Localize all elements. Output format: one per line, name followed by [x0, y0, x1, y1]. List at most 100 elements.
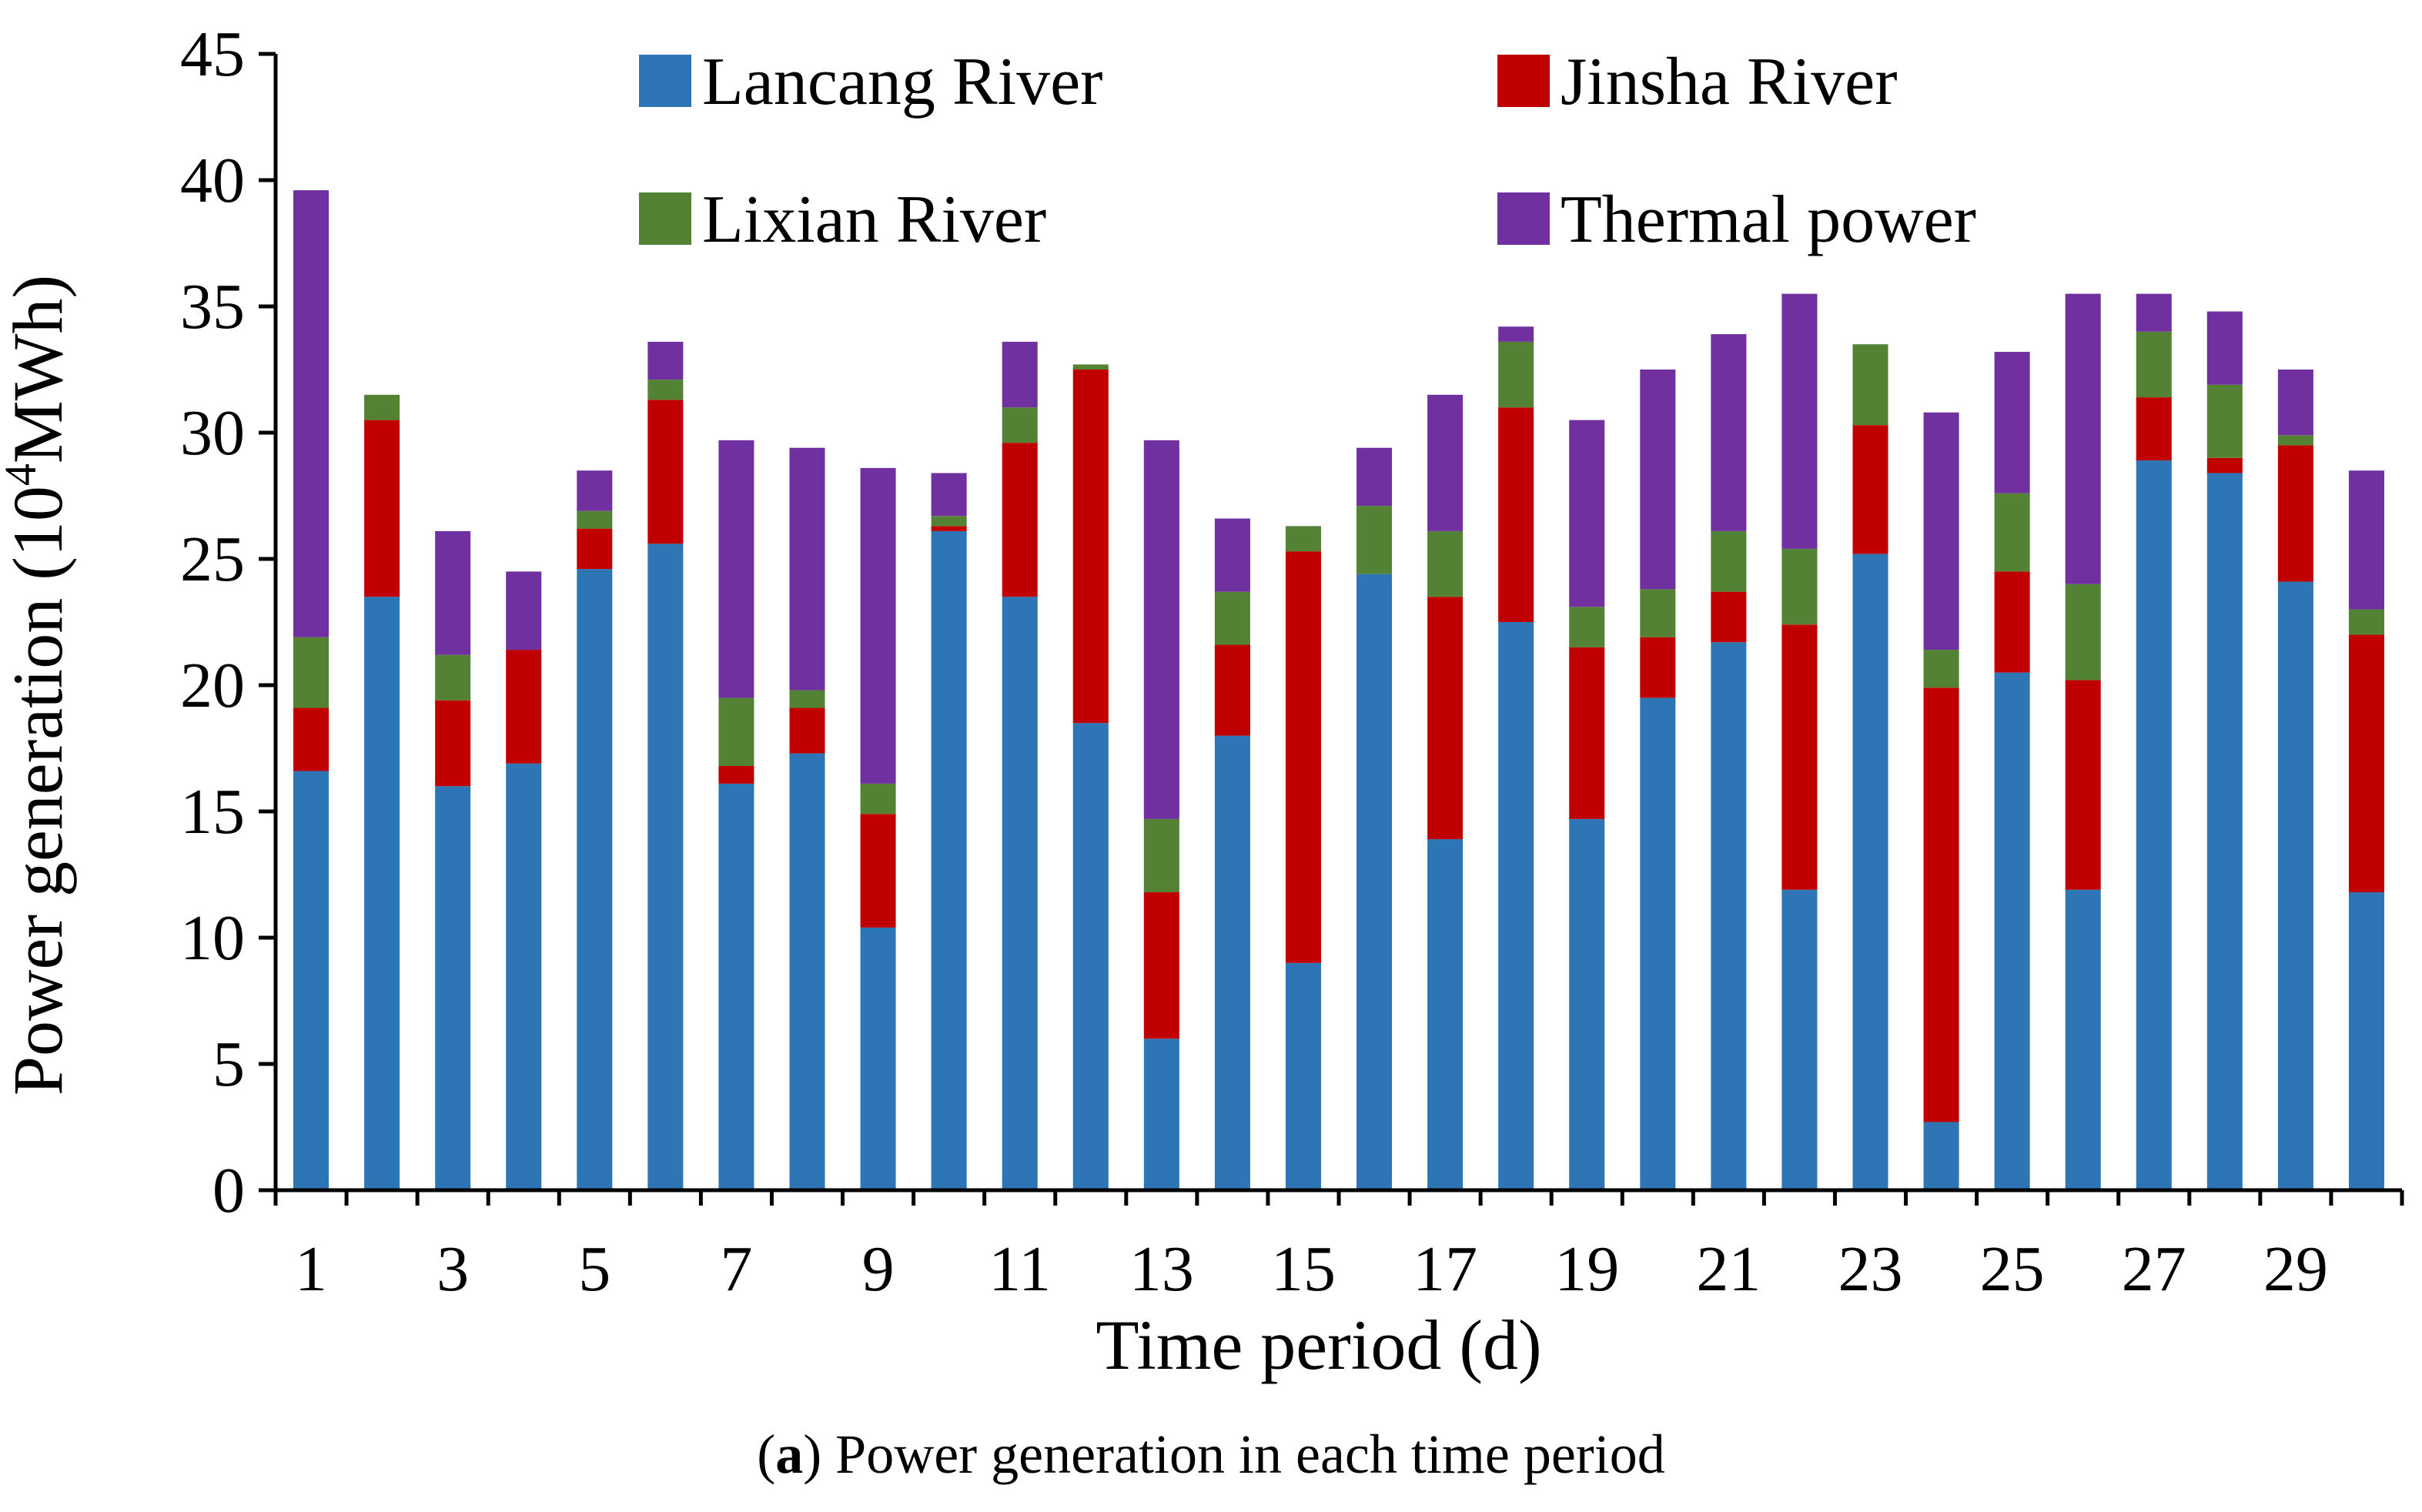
bar-segment-jinsha-river-11 [1002, 443, 1038, 597]
bar-segment-lancang-river-7 [718, 783, 754, 1190]
bar-segment-thermal-power-21 [1711, 334, 1747, 531]
bar-segment-lancang-river-23 [1852, 554, 1888, 1190]
y-tick-label-0: 0 [212, 1155, 245, 1226]
y-tick-label-45: 45 [180, 18, 245, 90]
bar-segment-thermal-power-10 [931, 473, 967, 517]
bar-segment-lancang-river-29 [2277, 581, 2313, 1190]
bar-segment-jinsha-river-10 [931, 526, 967, 531]
bar-segment-thermal-power-20 [1640, 370, 1676, 590]
bar-segment-jinsha-river-1 [293, 707, 330, 771]
bar-segment-thermal-power-19 [1569, 420, 1605, 607]
bar-segment-jinsha-river-30 [2348, 634, 2384, 892]
x-tick-label-27: 27 [2122, 1233, 2186, 1305]
x-tick-label-25: 25 [1980, 1233, 2045, 1305]
bar-segment-lixian-river-19 [1569, 607, 1605, 647]
bar-segment-lancang-river-26 [2065, 889, 2101, 1190]
bar-segment-lixian-river-6 [647, 380, 684, 400]
bar-segment-thermal-power-18 [1498, 326, 1534, 342]
bar-segment-lancang-river-28 [2206, 473, 2243, 1190]
bar-segment-thermal-power-14 [1214, 518, 1250, 592]
bar-segment-lixian-river-13 [1143, 818, 1179, 892]
bar-segment-thermal-power-28 [2206, 311, 2243, 385]
bar-segment-jinsha-river-19 [1569, 647, 1605, 819]
bar-segment-thermal-power-26 [2065, 293, 2101, 584]
bar-segment-lixian-river-22 [1781, 548, 1818, 625]
bar-segment-jinsha-river-24 [1923, 687, 1959, 1122]
bar-segment-lixian-river-1 [293, 637, 330, 708]
caption-letter: a [775, 1423, 804, 1485]
bar-segment-lixian-river-20 [1640, 589, 1676, 637]
bar-segment-lixian-river-5 [577, 510, 613, 529]
bar-segment-lixian-river-10 [931, 516, 967, 527]
bar-segment-lixian-river-25 [1994, 493, 2030, 572]
x-tick-label-9: 9 [862, 1233, 895, 1305]
bar-segment-lancang-river-17 [1427, 839, 1464, 1190]
bar-segment-lancang-river-21 [1711, 642, 1747, 1190]
bar-segment-jinsha-river-18 [1498, 407, 1534, 622]
bar-segment-thermal-power-5 [577, 470, 613, 511]
bar-segment-jinsha-river-15 [1285, 551, 1321, 963]
bar-segment-lancang-river-14 [1214, 735, 1250, 1190]
bar-segment-thermal-power-4 [506, 571, 542, 651]
bar-segment-thermal-power-3 [435, 530, 471, 655]
legend-swatch-lixian-river [639, 192, 691, 245]
bar-segment-lixian-river-17 [1427, 530, 1464, 597]
bar-segment-jinsha-river-12 [1072, 370, 1109, 724]
y-tick-label-25: 25 [180, 524, 245, 595]
y-tick-label-35: 35 [180, 271, 245, 343]
y-tick-label-10: 10 [180, 902, 245, 974]
bar-segment-lixian-river-28 [2206, 384, 2243, 458]
bar-segment-jinsha-river-3 [435, 700, 471, 787]
bar-segment-thermal-power-22 [1781, 293, 1818, 549]
bar-segment-jinsha-river-17 [1427, 597, 1464, 840]
bar-segment-lixian-river-12 [1072, 364, 1109, 370]
y-tick-label-20: 20 [180, 650, 245, 721]
x-tick-label-13: 13 [1129, 1233, 1194, 1305]
bar-segment-jinsha-river-6 [647, 400, 684, 544]
bar-segment-jinsha-river-13 [1143, 891, 1179, 1039]
bar-segment-lancang-river-3 [435, 786, 471, 1190]
bar-segment-lixian-river-9 [860, 783, 896, 815]
bar-segment-lixian-river-7 [718, 697, 754, 766]
bar-segment-lancang-river-9 [860, 927, 896, 1190]
bar-segment-thermal-power-29 [2277, 370, 2313, 436]
x-tick-label-15: 15 [1271, 1233, 1336, 1305]
bar-segment-jinsha-river-7 [718, 765, 754, 784]
bar-segment-lixian-river-16 [1357, 506, 1393, 574]
bar-segment-jinsha-river-5 [577, 528, 613, 570]
legend-label-lancang-river: Lancang River [702, 45, 1102, 119]
y-axis-title-suffix: MWh) [0, 275, 77, 463]
bar-segment-jinsha-river-29 [2277, 445, 2313, 582]
x-tick-label-29: 29 [2263, 1233, 2328, 1305]
x-axis-title: Time period (d) [1096, 1306, 1541, 1384]
bar-segment-jinsha-river-9 [860, 814, 896, 928]
x-tick-label-11: 11 [989, 1233, 1051, 1305]
bar-segment-lancang-river-2 [364, 597, 400, 1190]
bar-segment-thermal-power-17 [1427, 394, 1464, 531]
bar-segment-lixian-river-23 [1852, 344, 1888, 426]
legend-swatch-thermal-power [1497, 192, 1550, 245]
bar-segment-lancang-river-1 [293, 771, 330, 1190]
bar-segment-jinsha-river-25 [1994, 571, 2030, 673]
x-tick-label-23: 23 [1838, 1233, 1903, 1305]
bar-segment-lixian-river-21 [1711, 530, 1747, 592]
bar-segment-lancang-river-6 [647, 544, 684, 1190]
bar-segment-lixian-river-11 [1002, 407, 1038, 443]
bar-segment-jinsha-river-20 [1640, 637, 1676, 698]
bar-segment-lancang-river-24 [1923, 1122, 1959, 1190]
bar-segment-thermal-power-1 [293, 190, 330, 637]
bar-segment-jinsha-river-28 [2206, 457, 2243, 473]
y-axis-title: Power generation (104MWh) [0, 275, 77, 1096]
bar-segment-lancang-river-10 [931, 530, 967, 1190]
bar-segment-thermal-power-30 [2348, 470, 2384, 610]
bar-segment-lancang-river-18 [1498, 622, 1534, 1190]
bar-segment-thermal-power-27 [2136, 293, 2172, 332]
bar-segment-thermal-power-25 [1994, 352, 2030, 493]
x-tick-label-19: 19 [1554, 1233, 1619, 1305]
bar-segment-lancang-river-25 [1994, 672, 2030, 1190]
y-tick-label-15: 15 [180, 776, 245, 848]
bar-segment-lancang-river-22 [1781, 889, 1818, 1190]
bar-segment-lixian-river-26 [2065, 584, 2101, 681]
